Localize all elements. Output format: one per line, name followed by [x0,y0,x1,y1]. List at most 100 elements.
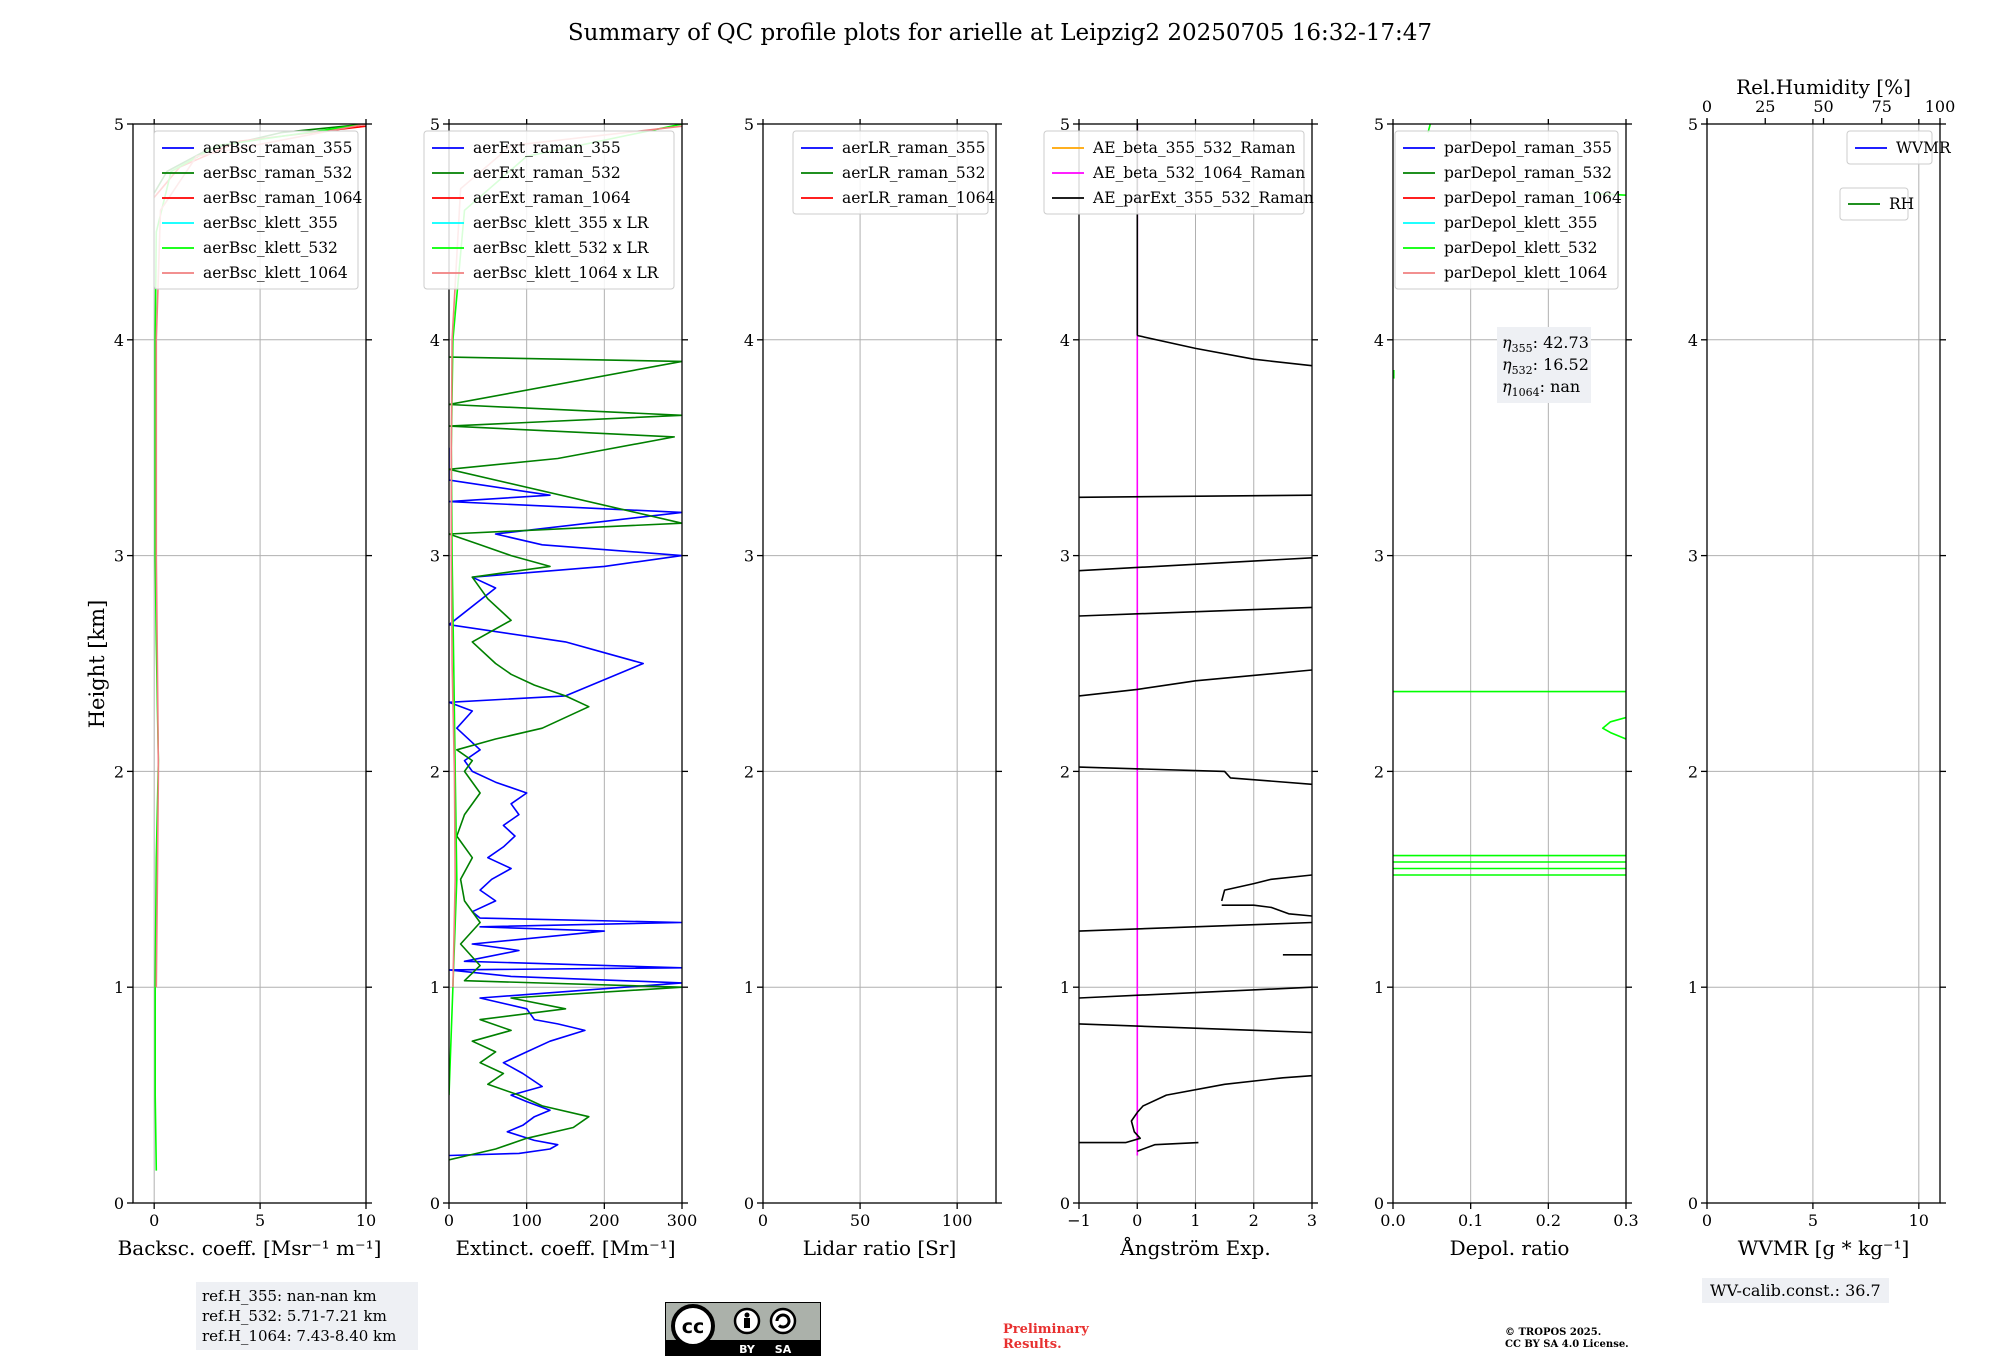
y-tick-label: 3 [114,547,124,566]
legend-label: parDepol_klett_1064 [1444,264,1607,282]
legend: aerBsc_raman_355 aerBsc_raman_532 aerBsc_r… [153,130,363,290]
series-line-AE_parExt_355_532_Raman [1079,986,1312,999]
x-tick-label: 10 [356,1211,376,1230]
legend-label: AE_beta_532_1064_Raman [1092,164,1305,182]
legend-label: parDepol_raman_532 [1444,164,1612,182]
plot-frame [1392,123,1627,1204]
series-line-AE_parExt_355_532_Raman [1220,874,1312,902]
top-x-tick-label: 75 [1872,97,1892,116]
series-line-AE_parExt_355_532_Raman [1079,766,1312,786]
sa-share-icon [769,1307,797,1335]
top-x-tick-label: 0 [1702,97,1712,116]
y-tick-label: 1 [430,978,440,997]
series-line-parDepol_klett_532 [1601,716,1626,740]
legend-label: aerBsc_klett_1064 x LR [473,264,660,282]
eta-line: η532: 16.52 [1502,355,1589,377]
y-tick-label: 2 [1060,762,1070,781]
preliminary-note: Preliminary Results. [1003,1322,1089,1352]
series-line-AE_parExt_355_532_Raman [1079,557,1312,572]
legend-label: aerLR_raman_532 [842,164,985,182]
series-line-AE_parExt_355_532_Raman [1079,606,1312,617]
x-tick-label: 0 [1132,1211,1142,1230]
legend-label: aerBsc_klett_532 x LR [473,239,650,257]
legend: WVMR RH [1839,130,1952,221]
y-tick-label: 0 [430,1194,440,1213]
x-axis-label: Extinct. coeff. [Mm⁻¹] [455,1236,675,1260]
legend-box [1846,130,1933,165]
x-tick-label: 1 [1190,1211,1200,1230]
eta-line: η1064: nan [1502,377,1580,399]
plot-frame [762,123,997,1204]
legend: aerExt_raman_355 aerExt_raman_532 aerExt_r… [423,130,675,290]
y-tick-label: 3 [744,547,754,566]
x-tick-label: 0.0 [1380,1211,1405,1230]
x-axis-label: WVMR [g * kg⁻¹] [1738,1236,1910,1260]
series-line-AE_parExt_355_532_Raman [1079,494,1312,499]
y-tick-label: 0 [1060,1194,1070,1213]
legend-label: aerBsc_raman_532 [203,164,353,182]
top-x-tick-label: 50 [1813,97,1833,116]
series-group [1393,124,1626,876]
y-tick-label: 4 [1374,331,1384,350]
y-tick-label: 4 [430,331,440,350]
x-tick-label: 200 [589,1211,620,1230]
y-tick-label: 0 [1688,1194,1698,1213]
legend-label: aerBsc_klett_1064 [203,264,348,282]
x-tick-label: 50 [850,1211,870,1230]
x-tick-label: 5 [1808,1211,1818,1230]
y-tick-label: 2 [114,762,124,781]
x-axis-label: Lidar ratio [Sr] [803,1236,957,1260]
legend-label: AE_parExt_355_532_Raman [1092,189,1314,207]
x-tick-label: 5 [255,1211,265,1230]
y-tick-label: 2 [1374,762,1384,781]
legend-label: AE_beta_355_532_Raman [1092,139,1295,157]
copyright-note: © TROPOS 2025. CC BY SA 4.0 License. [1505,1327,1629,1351]
legend-label: parDepol_raman_1064 [1444,189,1622,207]
cc-logo-text: cc [682,1316,705,1338]
legend-label: WVMR [1896,139,1952,157]
legend-box [792,130,989,215]
legend-label: aerExt_raman_355 [473,139,621,157]
x-tick-label: 300 [667,1211,698,1230]
x-axis-label: Backsc. coeff. [Msr⁻¹ m⁻¹] [118,1236,382,1260]
y-tick-label: 1 [114,978,124,997]
x-tick-label: 100 [511,1211,542,1230]
legend-box [423,130,675,290]
y-tick-label: 5 [1688,115,1698,134]
plot-frame [1706,123,1941,1204]
preliminary-line-1: Preliminary [1003,1322,1089,1337]
y-tick-label: 0 [744,1194,754,1213]
series-line-AE_parExt_355_532_Raman [1137,334,1312,367]
x-tick-label: 0.3 [1613,1211,1638,1230]
y-tick-label: 1 [1688,978,1698,997]
legend-label: parDepol_klett_355 [1444,214,1597,232]
legend-label: aerBsc_klett_532 [203,239,338,257]
legend-box [153,130,359,290]
y-tick-label: 3 [1688,547,1698,566]
y-tick-label: 3 [1374,547,1384,566]
x-tick-label: 10 [1909,1211,1929,1230]
copyright-line-2: CC BY SA 4.0 License. [1505,1339,1629,1350]
cc-logo-icon [671,1304,715,1348]
series-line-AE_parExt_355_532_Raman [1079,1023,1312,1034]
cc-license-badge: cc BY SA [665,1302,821,1356]
top-axis-label: Rel.Humidity [%] [1736,75,1911,99]
x-tick-label: 0 [444,1211,454,1230]
legend-label: aerBsc_raman_1064 [203,189,363,207]
panel-extinction: 0 100 200 300 0 1 2 3 4 5 Extinct. coeff. [Mm⁻¹] ae… [423,115,698,1260]
y-tick-label: 4 [744,331,754,350]
x-tick-label: 100 [942,1211,973,1230]
preliminary-line-2: Results. [1003,1337,1062,1352]
y-axis-label: Height [km] [85,600,109,729]
x-tick-label: −1 [1067,1211,1091,1230]
copyright-line-1: © TROPOS 2025. [1505,1327,1602,1338]
y-tick-label: 2 [1688,762,1698,781]
y-tick-label: 1 [744,978,754,997]
sa-label: SA [775,1343,792,1356]
reference-height-box: ref.H_355: nan-nan km ref.H_532: 5.71-7.… [196,1282,418,1350]
series-line-aerExt_raman_355 [449,447,682,1157]
series-line-AE_parExt_355_532_Raman [1079,1074,1312,1144]
